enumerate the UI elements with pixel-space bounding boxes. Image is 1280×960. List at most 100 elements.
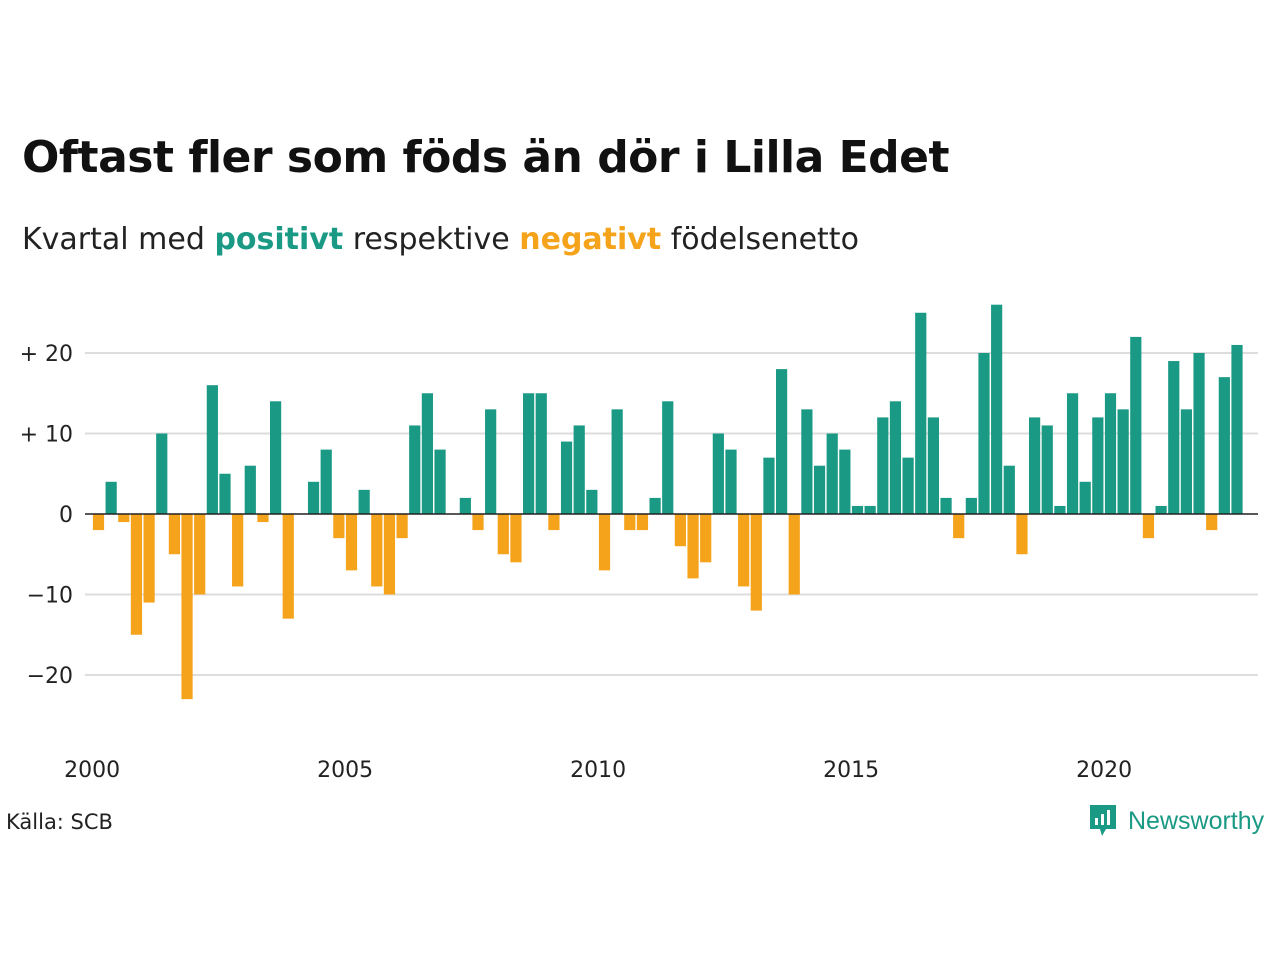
chart-subtitle: Kvartal med positivt respektive negativt… bbox=[22, 222, 859, 257]
bar-positive bbox=[1041, 425, 1053, 514]
bars bbox=[92, 304, 1243, 700]
subtitle-positive-label: positivt bbox=[214, 222, 344, 257]
bar-positive bbox=[244, 465, 256, 514]
bar-positive bbox=[864, 505, 876, 514]
bar-negative bbox=[636, 514, 649, 531]
bar-positive bbox=[763, 457, 775, 514]
bar-positive bbox=[1168, 361, 1180, 514]
bar-positive bbox=[307, 481, 320, 514]
bar-negative bbox=[953, 514, 965, 539]
bar-positive bbox=[523, 393, 535, 514]
bar-positive bbox=[105, 481, 117, 514]
bar-positive bbox=[902, 457, 914, 514]
bar-positive bbox=[1092, 417, 1104, 514]
bar-positive bbox=[1104, 393, 1117, 514]
bar-positive bbox=[940, 497, 952, 514]
x-tick-label: 2010 bbox=[570, 758, 626, 783]
bar-positive bbox=[1079, 481, 1091, 514]
bar-positive bbox=[358, 489, 370, 514]
bar-negative bbox=[143, 514, 155, 603]
bar-positive bbox=[851, 505, 864, 514]
bar-positive bbox=[1218, 377, 1230, 514]
y-tick-label: + 20 bbox=[20, 342, 73, 367]
bar-negative bbox=[396, 514, 408, 539]
bar-positive bbox=[1029, 417, 1041, 514]
bar-positive bbox=[978, 353, 990, 514]
bar-negative bbox=[1206, 514, 1218, 531]
bar-positive bbox=[1054, 505, 1066, 514]
bar-positive bbox=[662, 401, 674, 514]
bar-negative bbox=[232, 514, 244, 587]
x-tick-label: 2015 bbox=[823, 758, 879, 783]
bar-negative bbox=[333, 514, 345, 539]
bar-negative bbox=[510, 514, 522, 563]
bar-positive bbox=[927, 417, 939, 514]
bar-negative bbox=[750, 514, 762, 611]
subtitle-text-after: födelsenetto bbox=[670, 222, 859, 257]
bar-negative bbox=[1016, 514, 1028, 555]
bar-positive bbox=[434, 449, 446, 514]
bar-negative bbox=[598, 514, 611, 571]
bar-positive bbox=[1231, 344, 1243, 514]
bar-positive bbox=[839, 449, 851, 514]
bar-positive bbox=[725, 449, 737, 514]
bar-negative bbox=[687, 514, 699, 579]
bar-positive bbox=[991, 304, 1003, 514]
bar-negative bbox=[624, 514, 636, 531]
bar-positive bbox=[813, 465, 826, 514]
bar-positive bbox=[776, 369, 788, 514]
source-note: Källa: SCB bbox=[6, 810, 113, 834]
bar-positive bbox=[1117, 409, 1129, 514]
bar-positive bbox=[535, 393, 547, 514]
bar-negative bbox=[130, 514, 143, 635]
bar-positive bbox=[649, 497, 661, 514]
bar-negative bbox=[257, 514, 269, 523]
bar-negative bbox=[497, 514, 509, 555]
bar-negative bbox=[472, 514, 484, 531]
y-tick-label: −20 bbox=[27, 664, 73, 689]
y-axis-tick-labels: −20 −10 0 + 10 + 20 bbox=[20, 342, 73, 689]
bar-negative bbox=[1142, 514, 1155, 539]
chart-title: Oftast fler som föds än dör i Lilla Edet bbox=[22, 132, 950, 183]
bar-positive bbox=[801, 409, 813, 514]
bar-positive bbox=[915, 312, 927, 514]
bar-positive bbox=[206, 385, 218, 514]
bar-positive bbox=[826, 433, 838, 514]
bar-positive bbox=[320, 449, 332, 514]
y-tick-label: 0 bbox=[59, 503, 73, 528]
bar-positive bbox=[1193, 353, 1205, 514]
bar-positive bbox=[965, 497, 977, 514]
bar-positive bbox=[421, 393, 433, 514]
bar-negative bbox=[345, 514, 358, 571]
bar-positive bbox=[409, 425, 421, 514]
bar-negative bbox=[282, 514, 294, 619]
bar-positive bbox=[1066, 393, 1079, 514]
bar-positive bbox=[459, 497, 471, 514]
bar-negative bbox=[674, 514, 686, 547]
bar-positive bbox=[485, 409, 497, 514]
bar-positive bbox=[560, 441, 573, 514]
bar-negative bbox=[168, 514, 180, 555]
x-tick-label: 2005 bbox=[317, 758, 373, 783]
bar-positive bbox=[1180, 409, 1192, 514]
subtitle-text-before: Kvartal med bbox=[22, 222, 205, 257]
bar-positive bbox=[1130, 336, 1142, 514]
x-axis-tick-labels: 2000 2005 2010 2015 2020 bbox=[64, 758, 1132, 783]
bar-negative bbox=[181, 514, 193, 700]
bar-positive bbox=[219, 473, 231, 514]
bar-positive bbox=[889, 401, 902, 514]
bar-negative bbox=[118, 514, 130, 523]
subtitle-text-middle: respektive bbox=[352, 222, 510, 257]
x-tick-label: 2000 bbox=[64, 758, 120, 783]
bar-positive bbox=[573, 425, 585, 514]
bar-positive bbox=[156, 433, 168, 514]
y-tick-label: −10 bbox=[27, 584, 73, 609]
newsworthy-logo-icon bbox=[1090, 805, 1116, 836]
bar-positive bbox=[712, 433, 724, 514]
newsworthy-logo: Newsworthy bbox=[1088, 803, 1264, 839]
bar-positive bbox=[611, 409, 623, 514]
bar-negative bbox=[738, 514, 750, 587]
bar-negative bbox=[194, 514, 206, 595]
bar-negative bbox=[371, 514, 383, 587]
